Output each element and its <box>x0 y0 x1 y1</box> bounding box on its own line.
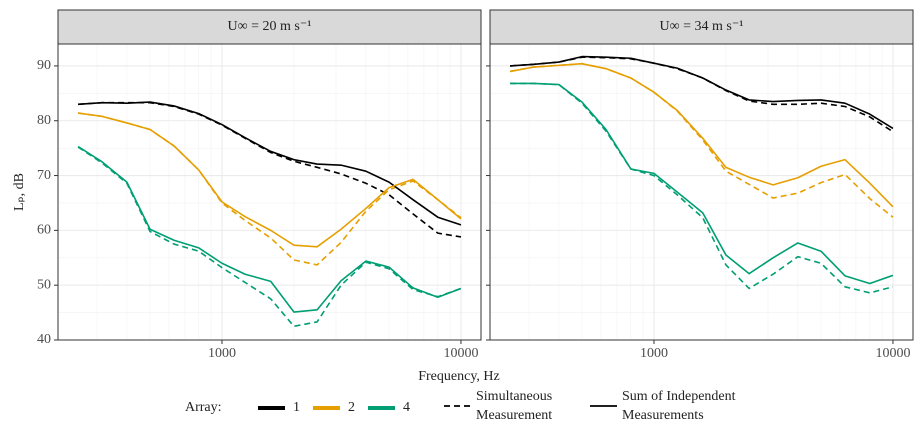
series-line <box>77 145 462 313</box>
strip <box>57 9 482 45</box>
y-tick-label: 40 <box>37 332 51 347</box>
series-line <box>510 55 894 130</box>
x-tick-label: 1000 <box>640 346 668 361</box>
legend-label: Sum of Independent <box>622 389 736 404</box>
legend-title: Array: <box>185 400 222 415</box>
x-tick-label: 10000 <box>875 346 910 361</box>
series-line <box>509 62 894 208</box>
y-tick-label: 90 <box>37 58 51 73</box>
legend-label: 4 <box>403 400 410 415</box>
x-tick-label: 1000 <box>208 346 236 361</box>
series-line <box>510 82 894 285</box>
series-line <box>77 112 462 248</box>
series-line <box>78 101 462 226</box>
y-tick-label: 50 <box>37 277 51 292</box>
strip <box>489 9 914 45</box>
y-tick-label: 80 <box>37 113 51 128</box>
strip-title: U∞ = 34 m s⁻¹ <box>660 19 744 34</box>
legend-label: Simultaneous <box>476 389 552 404</box>
y-tick-label: 70 <box>37 168 51 183</box>
panel-background <box>58 44 481 340</box>
legend-label: Measurement <box>476 408 552 423</box>
x-tick-label: 10000 <box>443 346 478 361</box>
series-line <box>77 146 462 328</box>
x-axis-label: Frequency, Hz <box>418 369 500 384</box>
panel-background <box>490 44 913 340</box>
y-tick-label: 60 <box>37 223 51 238</box>
legend-label: 1 <box>293 400 300 415</box>
strip-title: U∞ = 20 m s⁻¹ <box>228 19 312 34</box>
legend-label: 2 <box>348 400 355 415</box>
y-axis-label: Lₚ, dB <box>12 173 27 211</box>
legend-label: Measurements <box>622 408 704 423</box>
